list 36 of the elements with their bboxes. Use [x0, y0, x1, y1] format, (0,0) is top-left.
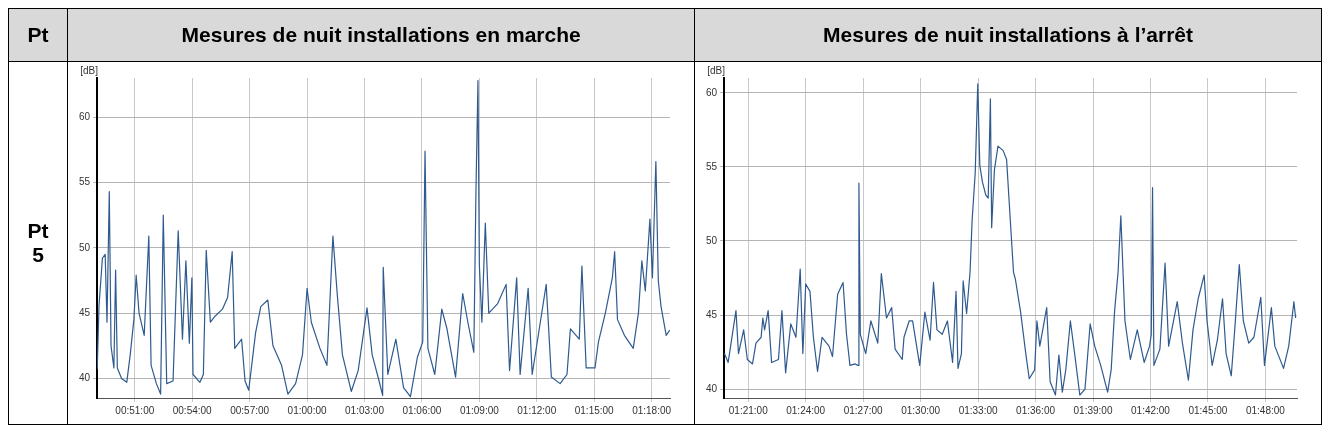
- x-tick-label: 01:42:00: [1131, 404, 1171, 416]
- x-tick-label: 01:09:00: [460, 404, 500, 416]
- text: Pt 5: [26, 219, 50, 267]
- y-axis-title: [dB]: [707, 64, 726, 76]
- y-tick-label: 60: [79, 110, 91, 122]
- chart-title: Mesures de nuit installations en marche: [67, 8, 695, 62]
- x-tick-label: 01:36:00: [1016, 404, 1056, 416]
- y-axis-title: [dB]: [80, 64, 99, 76]
- x-tick-label: 00:57:00: [230, 404, 270, 416]
- y-tick-label: 60: [706, 86, 718, 98]
- x-tick-label: 01:00:00: [287, 404, 328, 416]
- x-tick-label: 01:33:00: [958, 404, 999, 416]
- x-tick-label: 01:15:00: [574, 404, 615, 416]
- x-tick-label: 01:48:00: [1246, 404, 1286, 416]
- y-tick-label: 45: [706, 308, 718, 320]
- x-tick-label: 01:21:00: [728, 404, 769, 416]
- x-tick-label: 01:45:00: [1188, 404, 1228, 416]
- x-tick-label: 01:30:00: [901, 404, 941, 416]
- x-tick-label: 01:06:00: [402, 404, 442, 416]
- y-tick-label: 40: [706, 382, 718, 394]
- x-tick-label: 00:54:00: [172, 404, 213, 416]
- x-tick-label: 01:27:00: [843, 404, 884, 416]
- x-tick-label: 01:12:00: [517, 404, 557, 416]
- y-tick-label: 50: [706, 234, 718, 246]
- y-tick-label: 45: [79, 306, 91, 318]
- x-tick-label: 00:51:00: [115, 404, 155, 416]
- x-tick-label: 01:18:00: [632, 404, 672, 416]
- y-tick-label: 50: [79, 241, 91, 253]
- chart-title: Mesures de nuit installations à l’arrêt: [694, 8, 1322, 62]
- x-tick-label: 01:24:00: [786, 404, 826, 416]
- y-tick-label: 40: [79, 372, 91, 384]
- x-tick-label: 01:03:00: [345, 404, 385, 416]
- x-tick-label: 01:39:00: [1073, 404, 1113, 416]
- text: Pt: [27, 23, 49, 46]
- y-tick-label: 55: [79, 176, 91, 188]
- y-tick-label: 55: [706, 160, 718, 172]
